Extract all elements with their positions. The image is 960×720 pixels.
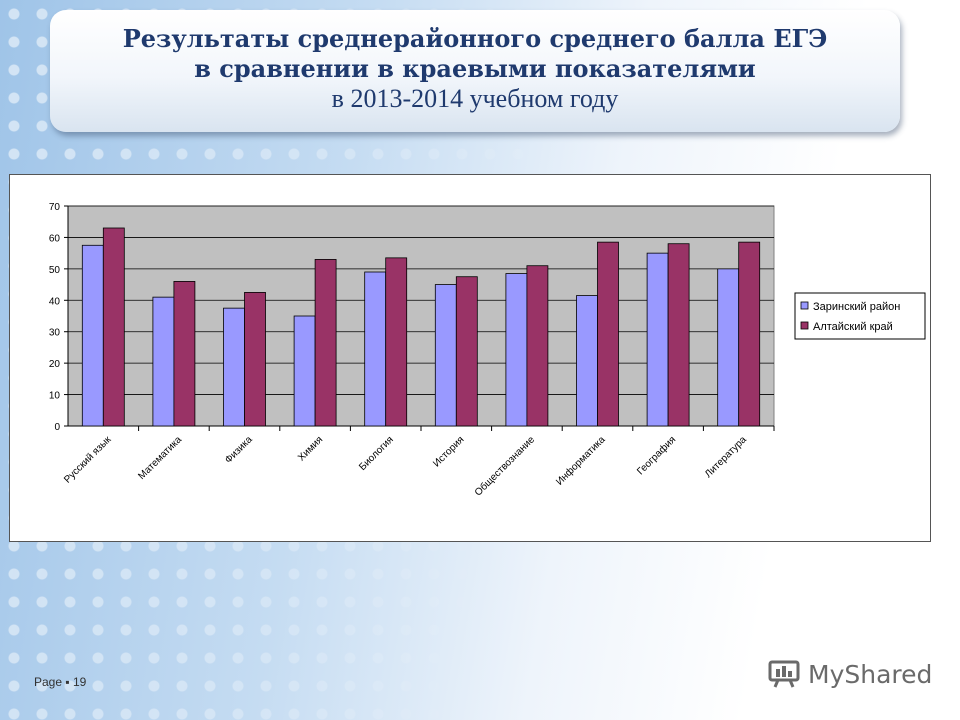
bar [223,307,245,427]
y-tick-label: 40 [49,296,61,307]
x-tick-label: Математика [136,434,184,482]
presentation-icon [768,660,800,688]
y-tick-label: 10 [49,391,61,402]
y-tick-label: 50 [49,265,61,276]
title-line-3: в 2013-2014 учебном году [331,84,619,113]
bar [314,259,337,427]
y-tick-label: 60 [49,233,61,244]
bar [646,252,669,427]
bar [244,292,266,427]
bar [385,257,408,427]
bar [505,273,528,427]
bar [293,315,316,427]
title-banner: Результаты среднерайонного среднего балл… [50,10,900,132]
bar [455,276,478,427]
x-tick-label: Физика [223,434,255,466]
x-tick-label: География [634,434,678,478]
legend-swatch [800,321,809,330]
x-tick-label: Литература [703,434,749,480]
bar [81,244,104,427]
y-tick-label: 70 [49,202,61,213]
bar [526,265,549,427]
x-tick-label: Обществознание [472,433,537,498]
myshared-logo: MyShared [768,656,932,692]
x-tick-label: Биология [357,434,396,473]
page-number: Page ▪ 19 [34,675,87,689]
bar [597,241,619,427]
x-tick-label: Информатика [553,433,607,487]
bar [738,241,761,427]
bar [102,227,125,427]
bar [717,268,740,427]
x-tick-label: Русский язык [62,434,114,486]
title-line-2: в сравнении в краевыми показателями [194,54,756,83]
bar [364,271,387,427]
y-tick-label: 30 [49,328,61,339]
bar [576,295,598,427]
bar [667,243,690,427]
bar [152,296,175,427]
legend-swatch [800,301,809,310]
x-tick-label: Химия [296,434,325,463]
logo-text: MyShared [808,660,933,689]
title-line-1: Результаты среднерайонного среднего балл… [122,24,828,53]
bar [434,284,457,427]
legend-label: Алтайский край [813,321,893,333]
x-tick-label: История [431,434,466,469]
legend-label: Заринский район [813,301,900,313]
legend [794,292,926,340]
y-tick-label: 20 [49,359,61,370]
chart-frame: 0 10 20 30 40 50 60 70 Русский язык Математика Физ… [9,174,931,542]
bar-chart: 0 10 20 30 40 50 60 70 Русский язык Математика Физ… [49,202,926,499]
bar [173,281,196,427]
y-tick-label: 0 [54,422,60,433]
